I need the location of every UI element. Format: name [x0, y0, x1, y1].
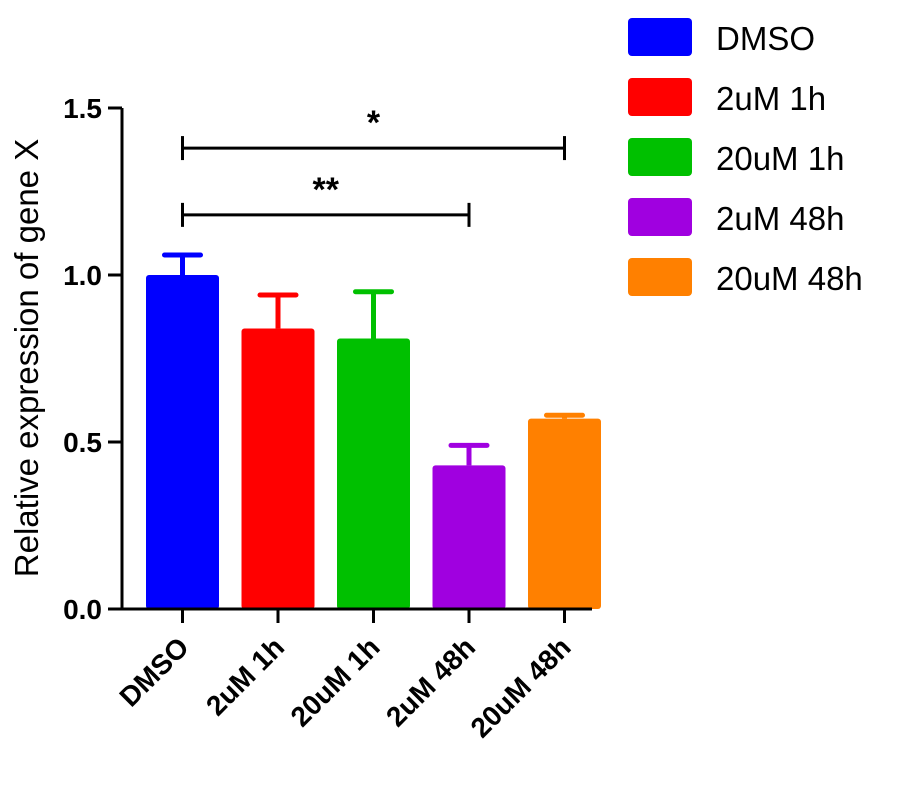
legend-swatch — [628, 78, 692, 116]
legend-swatch — [628, 138, 692, 176]
error-bars-layer — [162, 252, 585, 466]
legend-swatch — [628, 258, 692, 296]
x-tick-label: 20uM 1h — [285, 631, 386, 732]
x-tick-label: 2uM 1h — [200, 631, 290, 721]
legend-item: 20uM 48h — [628, 258, 863, 297]
legend-item: 2uM 1h — [628, 78, 826, 117]
legend-swatch — [628, 198, 692, 236]
y-axis-label: Relative expression of gene X — [8, 139, 45, 577]
legend-item: DMSO — [628, 18, 815, 57]
bar-2um-48h — [432, 465, 506, 609]
error-bar — [162, 252, 203, 275]
y-tick-label: 1.5 — [63, 93, 102, 124]
legend-item: 20uM 1h — [628, 138, 844, 177]
error-bar — [544, 412, 585, 419]
error-bar — [448, 442, 490, 466]
legend-label: 2uM 1h — [716, 80, 826, 117]
legend-label: 20uM 1h — [716, 140, 844, 177]
y-tick-label: 1.0 — [63, 260, 102, 291]
legend-label: 2uM 48h — [716, 200, 844, 237]
bar-20um-1h — [337, 338, 410, 609]
x-tick-label: 20uM 48h — [465, 631, 577, 743]
error-bar — [353, 289, 394, 339]
significance-bracket: ** — [181, 171, 471, 227]
error-bar — [257, 292, 299, 329]
significance-label: ** — [313, 171, 340, 209]
legend-label: DMSO — [716, 20, 815, 57]
y-tick-label: 0.0 — [63, 594, 102, 625]
legend-item: 2uM 48h — [628, 198, 844, 237]
bar-2um-1h — [241, 328, 315, 609]
legend: DMSO 2uM 1h 20uM 1h 2uM 48h 20uM 48h — [628, 18, 863, 297]
bar-dmso — [146, 275, 219, 609]
significance-layer: *** — [181, 104, 566, 227]
bars-layer — [146, 275, 601, 609]
bar-20um-48h — [528, 418, 601, 609]
significance-label: * — [367, 104, 381, 142]
legend-swatch — [628, 18, 692, 56]
y-tick-label: 0.5 — [63, 427, 102, 458]
significance-bracket: * — [181, 104, 566, 161]
x-tick-label: 2uM 48h — [380, 631, 481, 732]
legend-label: 20uM 48h — [716, 260, 863, 297]
x-tick-label: DMSO — [113, 631, 194, 712]
